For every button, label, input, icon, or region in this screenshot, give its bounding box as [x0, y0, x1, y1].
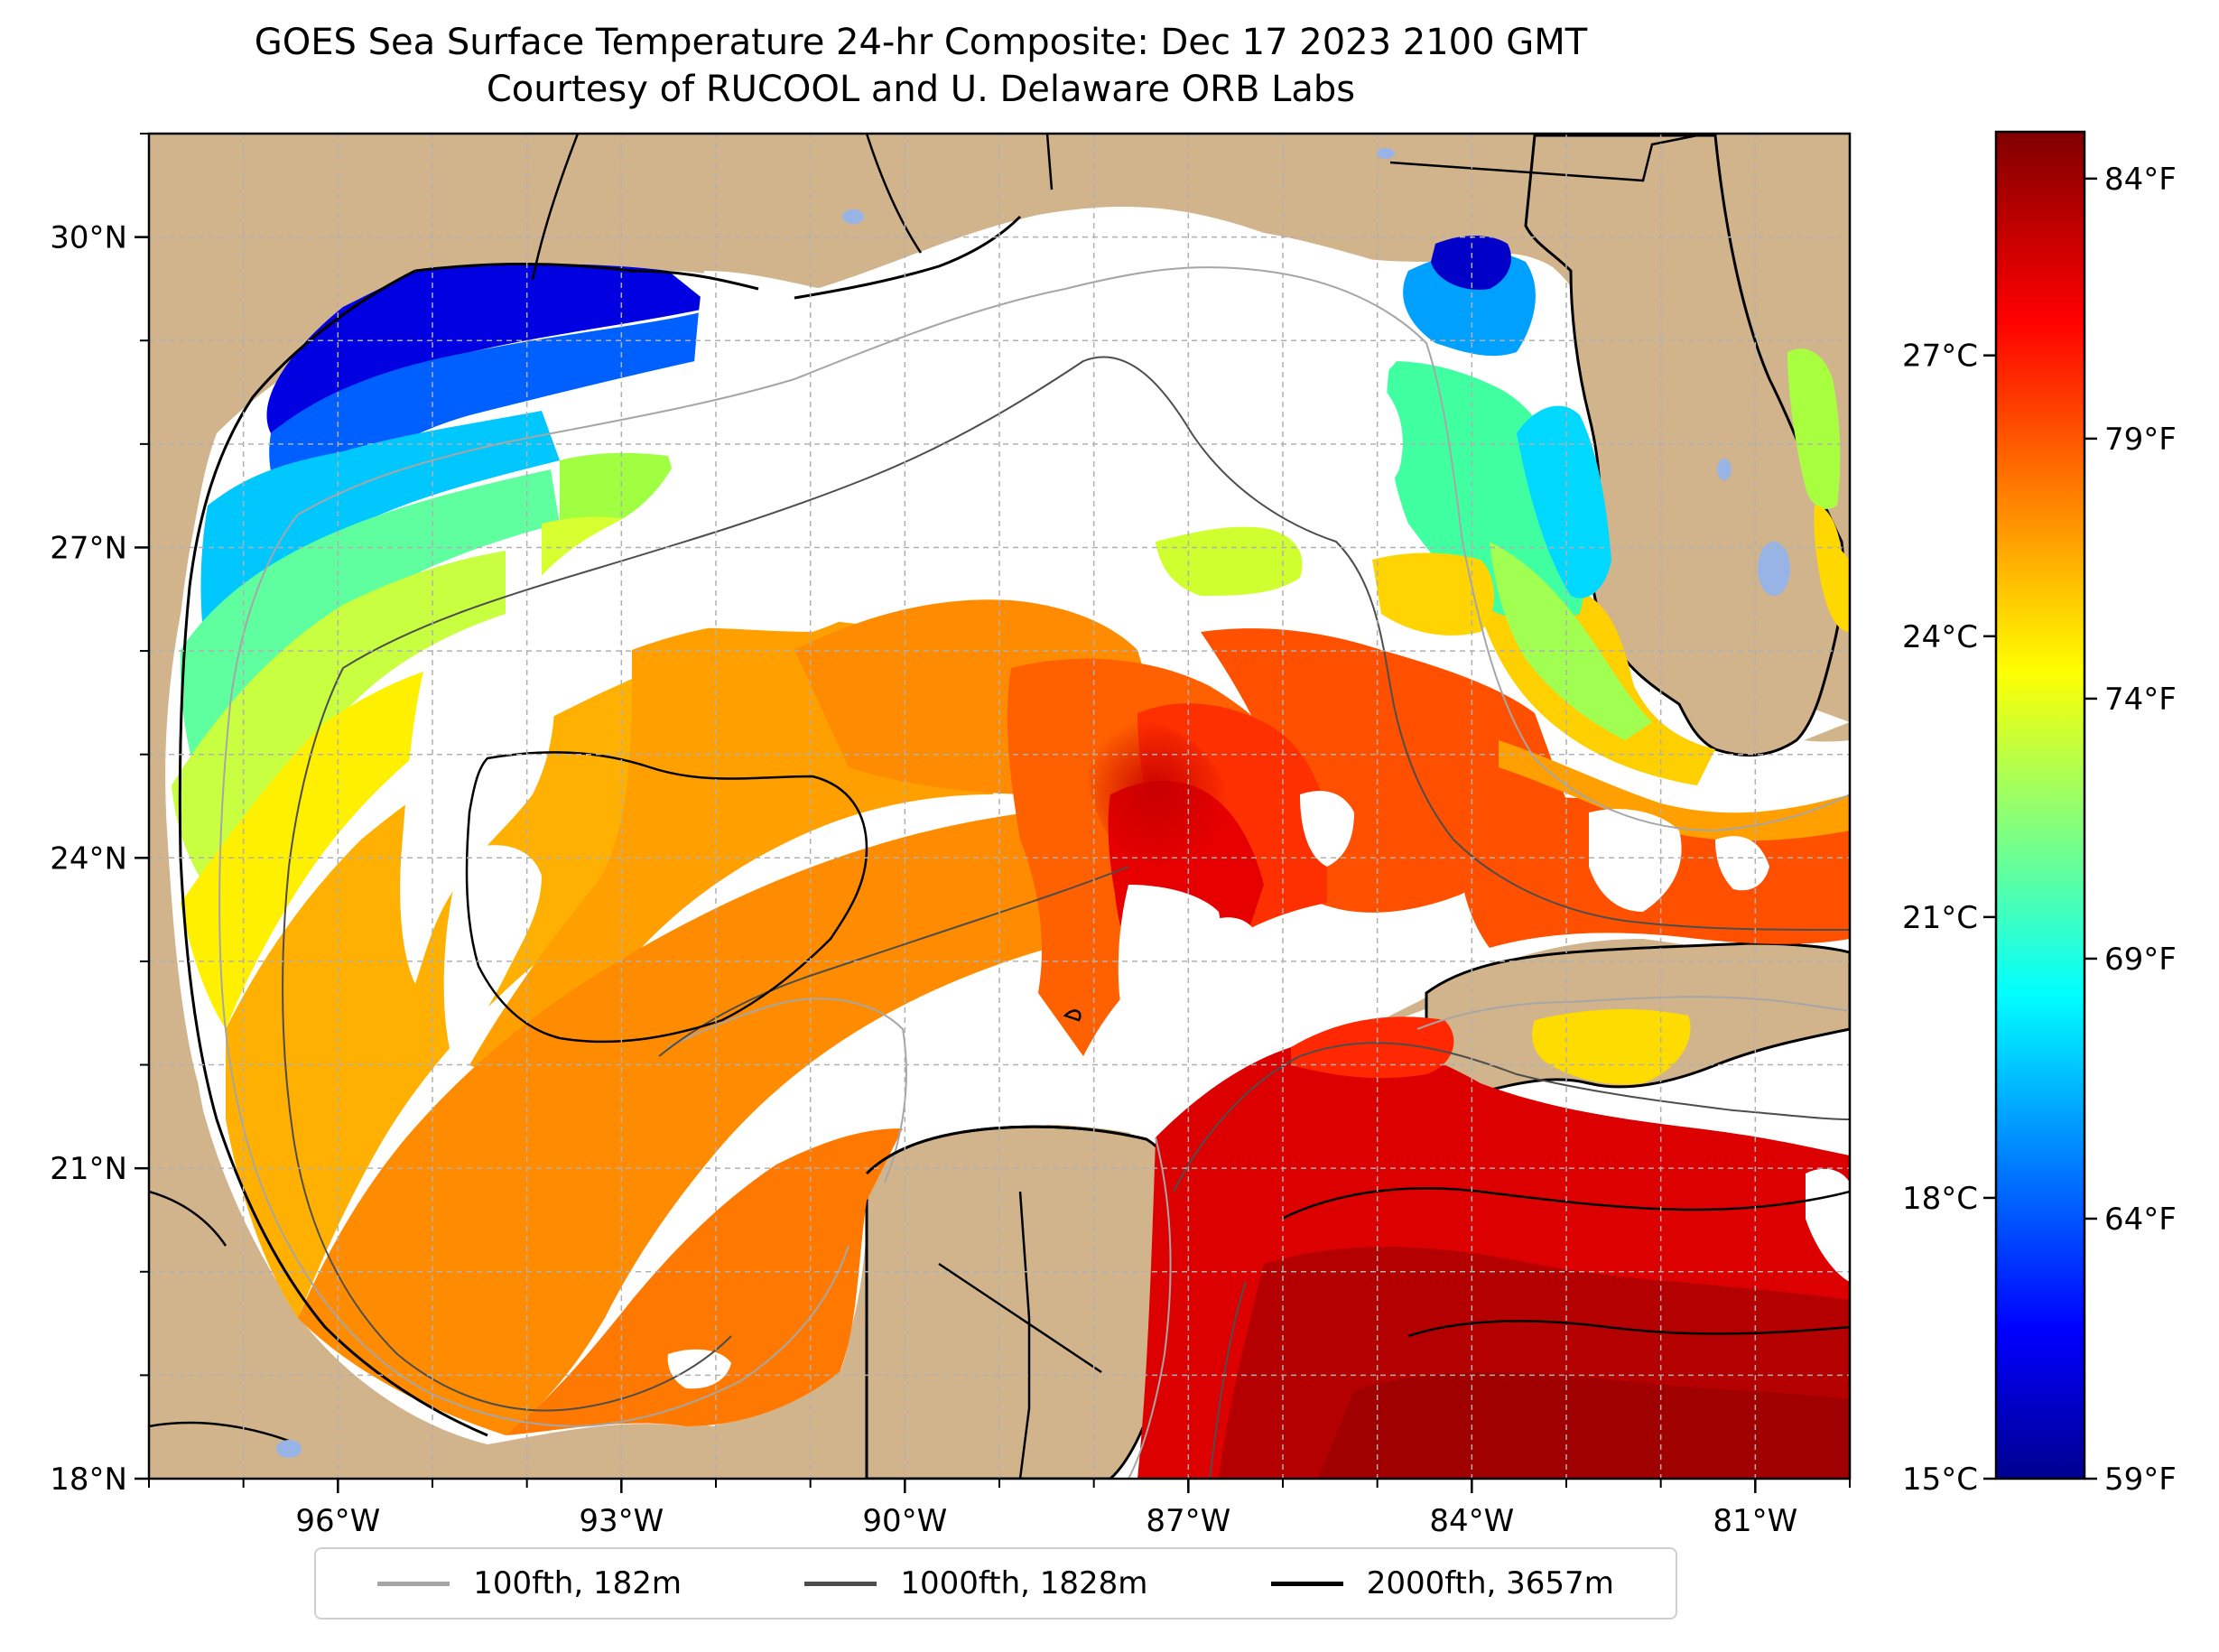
- florida-peninsula: [1524, 134, 1845, 757]
- lat-tick-label: 30°N: [50, 220, 127, 256]
- colorbar-celsius-label: 21°C: [1902, 900, 1978, 936]
- colorbar-celsius-label: 15°C: [1902, 1462, 1978, 1498]
- legend-swatch-1000fth: [804, 1581, 877, 1586]
- bathymetry-2000fth: [465, 751, 1850, 1338]
- lon-tick-label: 96°W: [295, 1503, 380, 1539]
- legend-label-100fth: 100fth, 182m: [473, 1565, 682, 1601]
- colorbar-fahrenheit-label: 69°F: [2104, 942, 2177, 978]
- lon-tick-label: 81°W: [1713, 1503, 1797, 1539]
- colorbar-celsius-label: 24°C: [1902, 619, 1978, 655]
- colorbar-fahrenheit-label: 59°F: [2104, 1462, 2177, 1498]
- bathymetry-legend: 100fth, 182m 1000fth, 1828m 2000fth, 365…: [314, 1547, 1677, 1620]
- lakes: [276, 148, 1790, 1458]
- colorbar-fahrenheit-axis: 84°F 79°F 74°F 69°F 64°F 59°F: [2084, 162, 2177, 1498]
- gridlines: [149, 134, 1850, 1479]
- lat-tick-label: 21°N: [50, 1151, 127, 1187]
- colorbar-fahrenheit-label: 74°F: [2104, 682, 2177, 718]
- legend-item-2000fth: 2000fth, 3657m: [1270, 1565, 1614, 1601]
- lat-tick-label: 27°N: [50, 530, 127, 566]
- latitude-axis: 30°N 27°N 24°N 21°N 18°N: [50, 133, 149, 1498]
- bathymetry-1000fth: [282, 356, 1850, 1479]
- colorbar: [1994, 130, 2086, 1480]
- bathymetry-100fth: [218, 266, 1850, 1479]
- legend-item-1000fth: 1000fth, 1828m: [804, 1565, 1147, 1601]
- lat-tick-label: 18°N: [50, 1462, 127, 1498]
- yucatan-peninsula: [865, 1125, 1181, 1479]
- legend-item-100fth: 100fth, 182m: [377, 1565, 682, 1601]
- map-area: [149, 134, 1850, 1479]
- legend-label-1000fth: 1000fth, 1828m: [900, 1565, 1148, 1601]
- colorbar-fahrenheit-label: 64°F: [2104, 1202, 2177, 1238]
- legend-swatch-100fth: [377, 1581, 450, 1586]
- lat-tick-label: 24°N: [50, 840, 127, 877]
- colorbar-fahrenheit-label: 84°F: [2104, 162, 2177, 198]
- colorbar-celsius-label: 18°C: [1902, 1181, 1978, 1217]
- legend-swatch-2000fth: [1270, 1581, 1343, 1586]
- chart-subtitle: Courtesy of RUCOOL and U. Delaware ORB L…: [486, 69, 1356, 110]
- lon-tick-label: 87°W: [1146, 1503, 1230, 1539]
- lon-tick-label: 93°W: [579, 1503, 664, 1539]
- colorbar-fahrenheit-label: 79°F: [2104, 422, 2177, 458]
- lon-tick-label: 84°W: [1429, 1503, 1514, 1539]
- colorbar-celsius-label: 27°C: [1902, 339, 1978, 375]
- chart-title: GOES Sea Surface Temperature 24-hr Compo…: [254, 22, 1588, 63]
- sst-field: [172, 236, 1850, 1479]
- legend-label-2000fth: 2000fth, 3657m: [1366, 1565, 1614, 1601]
- borders: [149, 134, 1698, 1479]
- lon-tick-label: 90°W: [862, 1503, 947, 1539]
- colorbar-celsius-axis: 27°C 24°C 21°C 18°C 15°C: [1902, 339, 1996, 1498]
- longitude-axis: 96°W 93°W 90°W 87°W 84°W 81°W: [148, 1479, 1851, 1539]
